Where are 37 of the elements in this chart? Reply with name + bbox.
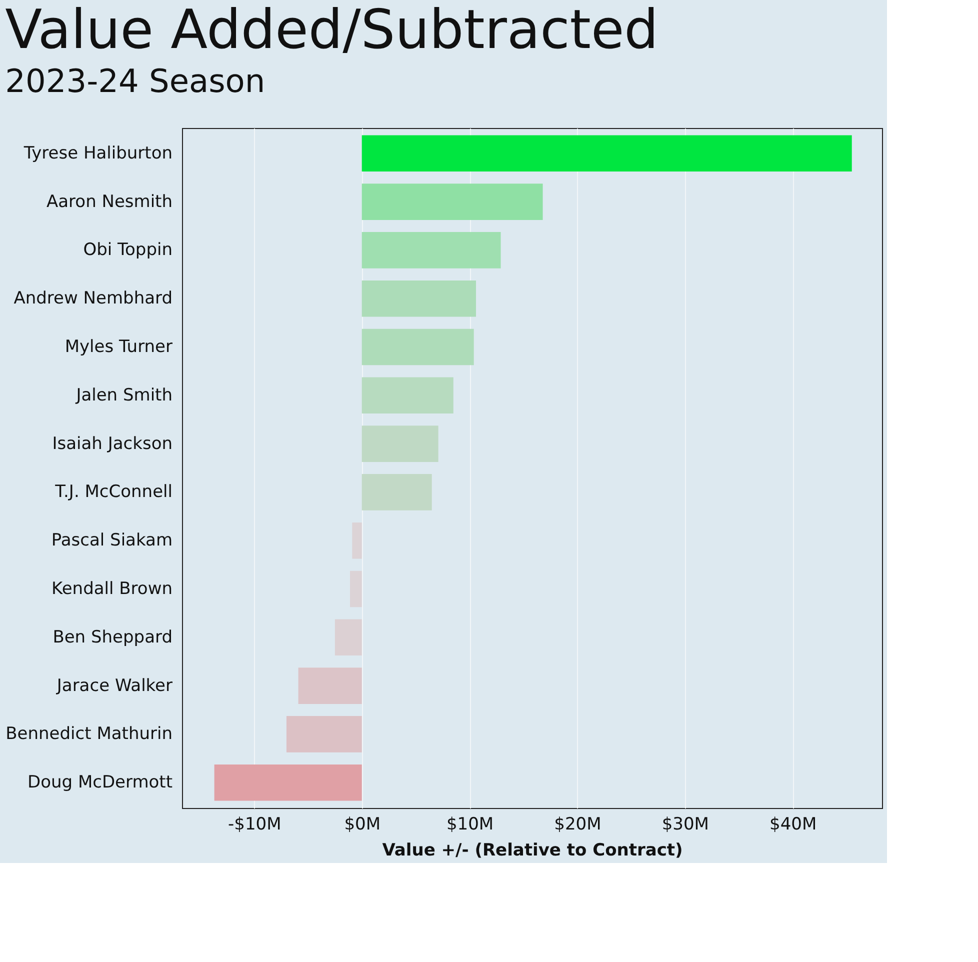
x-tick-label: $10M xyxy=(446,814,494,834)
x-tick-label: $20M xyxy=(554,814,602,834)
bar xyxy=(298,668,362,704)
bar xyxy=(286,716,362,752)
x-tick-label: $30M xyxy=(662,814,709,834)
y-tick-label: Kendall Brown xyxy=(52,578,172,599)
bar xyxy=(334,619,362,656)
y-tick-label: Pascal Siakam xyxy=(51,530,172,551)
x-tick-label: $40M xyxy=(770,814,817,834)
x-axis-title: Value +/- (Relative to Contract) xyxy=(382,840,683,860)
y-tick-label: Jarace Walker xyxy=(56,676,172,696)
y-tick-label: Ben Sheppard xyxy=(52,627,172,648)
x-tick-label: -$10M xyxy=(228,814,282,834)
x-tick-label: $0M xyxy=(344,814,380,834)
y-tick-label: T.J. McConnell xyxy=(54,482,172,502)
y-tick-label: Bennedict Mathurin xyxy=(6,724,172,744)
y-tick-label: Tyrese Haliburton xyxy=(22,143,172,164)
y-tick-label: Obi Toppin xyxy=(83,240,172,260)
y-tick-label: Andrew Nembhard xyxy=(14,288,172,309)
bar xyxy=(362,232,501,268)
bar xyxy=(214,764,362,801)
bar xyxy=(350,570,362,608)
y-tick-label: Doug McDermott xyxy=(27,772,173,793)
bar xyxy=(362,184,543,220)
bar xyxy=(362,426,438,462)
y-tick-label: Myles Turner xyxy=(64,337,172,358)
chart-subtitle: 2023-24 Season xyxy=(5,62,266,100)
y-tick-label: Isaiah Jackson xyxy=(52,434,172,454)
bar xyxy=(362,474,432,510)
bar xyxy=(352,522,362,559)
y-tick-label: Jalen Smith xyxy=(75,385,172,406)
bar xyxy=(362,377,454,414)
chart-title: Value Added/Subtracted xyxy=(5,0,658,61)
bar xyxy=(362,328,474,366)
y-tick-label: Aaron Nesmith xyxy=(46,192,172,212)
bar xyxy=(362,280,476,317)
bar xyxy=(362,135,852,172)
